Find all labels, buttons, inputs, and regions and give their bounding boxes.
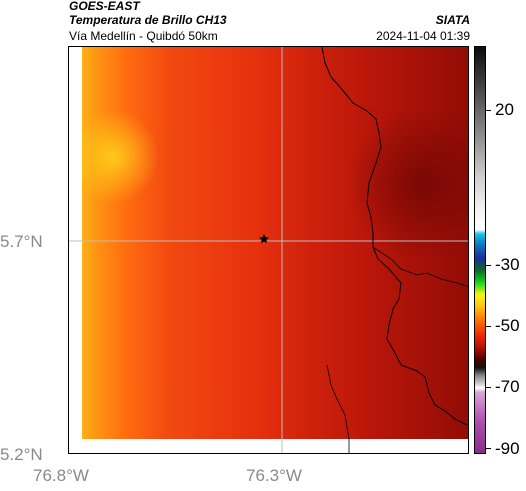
lon-label: 76.8°W: [33, 466, 89, 485]
colorbar-label: -90: [495, 439, 520, 458]
colorbar: [474, 46, 486, 454]
product-subtitle: Temperatura de Brillo CH13: [69, 13, 227, 27]
star-icon[interactable]: [259, 234, 269, 244]
colorbar-tick: [486, 265, 491, 266]
colorbar-tick: [486, 110, 491, 111]
lat-label: 5.7°N: [0, 232, 43, 251]
municipal-boundary-south: [326, 364, 350, 453]
department-boundary: [321, 47, 468, 426]
lon-label: 76.3°W: [246, 466, 302, 485]
colorbar-label: -30: [495, 255, 520, 274]
colorbar-tick: [486, 387, 491, 388]
cold-anomaly: [82, 47, 468, 439]
colorbar-tick: [486, 326, 491, 327]
product-title: GOES-EAST: [69, 0, 140, 13]
colorbar-tick: [486, 448, 491, 449]
colorbar-label: -70: [495, 377, 520, 396]
municipal-boundary: [372, 246, 468, 287]
map-panel[interactable]: [68, 46, 469, 454]
colorbar-label: -50: [495, 316, 520, 335]
colorbar-label: 20: [495, 100, 514, 119]
lat-label: 5.2°N: [0, 445, 43, 464]
location-label: Vía Medellín - Quibdó 50km: [69, 29, 218, 43]
datetime-label: 2024-11-04 01:39: [376, 29, 470, 43]
map-canvas[interactable]: [69, 47, 469, 454]
brand-label: SIATA: [435, 13, 470, 27]
